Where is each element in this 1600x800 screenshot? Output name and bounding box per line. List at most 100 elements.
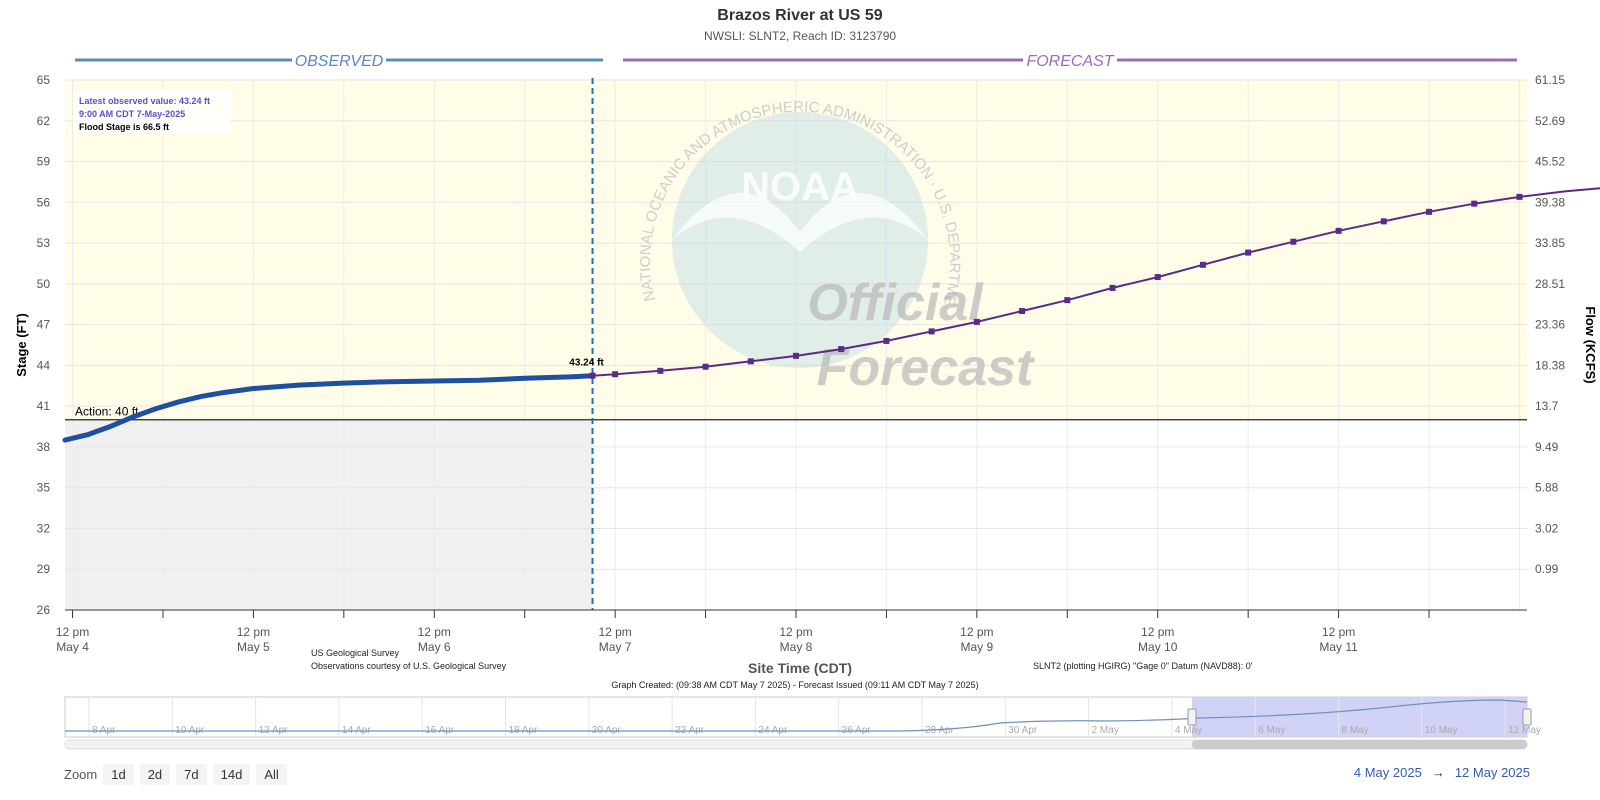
y2-tick-label: 39.38 [1535,195,1565,209]
observed-series-line [62,373,595,443]
x-tick-label-date: May 5 [237,640,270,654]
y2-tick-label: 52.69 [1535,114,1565,128]
y-tick-label: 56 [37,195,51,209]
forecast-point[interactable] [838,346,845,353]
forecast-point[interactable] [1426,208,1433,215]
action-stage-label: Action: 40 ft [75,405,139,419]
navigator-date-label: 2 May [1092,725,1119,736]
zoom-1d-button[interactable]: 1d [103,764,134,785]
forecast-point[interactable] [702,363,709,370]
x-tick-label-time: 12 pm [418,625,451,639]
y-tick-label: 35 [37,481,51,495]
navigator-date-label: 10 May [1425,725,1458,736]
x-tick-label-date: May 8 [780,640,813,654]
x-tick-label-time: 12 pm [1141,625,1174,639]
forecast-point[interactable] [928,328,935,335]
forecast-point[interactable] [1245,249,1252,256]
chart-subtitle: NWSLI: SLNT2, Reach ID: 3123790 [703,29,897,43]
datum-note: SLNT2 (plotting HGIRG) "Gage 0" Datum (N… [1033,661,1253,671]
y-axis-title: Stage (FT) [14,313,29,377]
y2-tick-label: 0.99 [1535,562,1559,576]
y-tick-label: 59 [37,155,51,169]
forecast-point[interactable] [1380,218,1387,225]
y2-tick-label: 61.15 [1535,73,1565,87]
x-tick-label-time: 12 pm [598,625,631,639]
y2-tick-label: 9.49 [1535,440,1559,454]
navigator-date-label: 6 May [1258,725,1285,736]
y-tick-label: 29 [37,562,51,576]
navigator-date-label: 4 May [1175,725,1202,736]
forecast-point[interactable] [657,367,664,374]
x-tick-label-date: May 11 [1319,640,1358,654]
info-flood-stage: Flood Stage is 66.5 ft [79,122,169,132]
forecast-point[interactable] [1471,200,1478,207]
usgs-credit-line2: Observations courtesy of U.S. Geological… [311,661,507,671]
navigator-handle-right[interactable] [1522,708,1532,726]
zoom-2d-button[interactable]: 2d [139,764,171,785]
forecast-point[interactable] [1154,274,1161,281]
info-latest-time: 9:00 AM CDT 7-May-2025 [79,109,185,119]
y-tick-label: 62 [37,114,51,128]
forecast-point[interactable] [1199,261,1206,268]
forecast-point[interactable] [793,352,799,359]
zoom-7d-button[interactable]: 7d [176,764,207,785]
y2-tick-label: 45.52 [1535,155,1565,169]
forecast-point[interactable] [973,318,980,325]
range-from[interactable]: 4 May 2025 [1353,765,1422,780]
observed-latest-label: 43.24 ft [569,358,604,369]
chart-title: Brazos River at US 59 [717,7,883,24]
range-to[interactable]: 12 May 2025 [1454,765,1530,780]
forecast-point[interactable] [1064,297,1071,304]
x-tick-label-date: May 10 [1138,640,1178,654]
usgs-credit-line1: US Geological Survey [311,648,400,658]
observed-header-label: OBSERVED [295,53,384,70]
graph-created-note: Graph Created: (09:38 AM CDT May 7 2025)… [611,680,978,690]
zoom-all-button[interactable]: All [256,764,287,785]
y2-tick-label: 5.88 [1535,481,1559,495]
y-tick-label: 44 [37,358,51,372]
zoom-controls: Zoom 1d 2d 7d 14d All [64,764,287,785]
navigator-date-label: 30 Apr [1008,725,1038,736]
x-tick-label-time: 12 pm [1322,625,1355,639]
y2-tick-label: 13.7 [1535,399,1559,413]
y-tick-label: 26 [37,603,51,617]
noaa-bird-watermark [672,192,928,252]
forecast-point[interactable] [1335,227,1342,234]
x-tick-label-time: 12 pm [56,625,89,639]
y2-tick-label: 23.36 [1535,318,1565,332]
watermark-forecast: Forecast [817,339,1036,397]
info-latest-value: Latest observed value: 43.24 ft [79,96,210,106]
x-axis-title: Site Time (CDT) [748,660,852,676]
forecast-point[interactable] [589,372,596,379]
forecast-point[interactable] [747,358,754,365]
range-arrow: → [1431,765,1445,780]
x-tick-label-date: May 7 [599,640,632,654]
y-tick-label: 53 [37,236,51,250]
navigator-handle-left[interactable] [1187,708,1197,726]
y2-tick-label: 18.38 [1535,358,1565,372]
date-range-display: 4 May 2025 → 12 May 2025 [1354,765,1530,780]
forecast-point[interactable] [1290,238,1297,245]
y-tick-label: 41 [37,399,51,413]
y2-axis-title: Flow (KCFS) [1583,306,1598,383]
x-tick-label-time: 12 pm [237,625,270,639]
y-tick-label: 38 [37,440,51,454]
forecast-point[interactable] [1019,308,1026,315]
navigator-date-label: 28 Apr [925,725,955,736]
forecast-point[interactable] [1109,284,1116,291]
x-tick-label-date: May 9 [961,640,994,654]
watermark-official: Official [807,274,984,332]
y-tick-label: 47 [37,318,51,332]
zoom-14d-button[interactable]: 14d [212,764,251,785]
forecast-point[interactable] [612,371,619,378]
y2-tick-label: 28.51 [1535,277,1565,291]
navigator-scrollbar-thumb[interactable] [1192,740,1527,749]
x-tick-label-date: May 6 [418,640,451,654]
forecast-point[interactable] [883,337,890,344]
y2-tick-label: 33.85 [1535,236,1565,250]
noaa-logo-text: NOAA [741,165,859,209]
x-tick-label-time: 12 pm [779,625,812,639]
forecast-header-label: FORECAST [1026,53,1114,70]
forecast-point[interactable] [1516,193,1523,200]
